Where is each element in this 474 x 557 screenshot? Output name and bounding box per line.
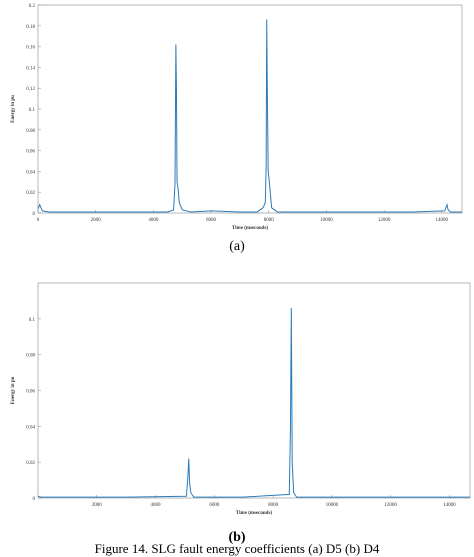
plot-frame: [37, 282, 471, 499]
x-tick-label: 10000: [326, 503, 339, 508]
x-tick-label: 12000: [378, 218, 391, 223]
x-tick-label: 8000: [264, 218, 275, 223]
x-tick-label: 6000: [206, 218, 217, 223]
y-tick-label: 0: [33, 497, 36, 502]
y-tick-label: 0.04: [26, 425, 35, 430]
y-tick-label: 0.12: [26, 87, 35, 92]
x-tick-label: 8000: [268, 503, 279, 508]
x-tick-label: 4000: [151, 503, 162, 508]
y-tick-label: 0.06: [26, 390, 35, 395]
x-tick-label: 2000: [91, 218, 102, 223]
x-tick-label: 4000: [148, 218, 159, 223]
y-tick-label: 0.06: [26, 150, 35, 155]
y-tick-label: 0.14: [26, 66, 35, 71]
x-tick-label: 14000: [436, 218, 449, 223]
y-tick-label: 0.1: [29, 108, 36, 113]
x-tick-label: 6000: [209, 503, 220, 508]
y-tick-label: 0.02: [26, 461, 35, 466]
data-line: [37, 19, 462, 213]
y-axis-label: Energy in pu: [11, 95, 16, 123]
y-tick-label: 0.08: [26, 354, 35, 359]
panel-label: (a): [229, 239, 245, 254]
plot-frame: [37, 4, 463, 214]
y-tick-label: 0.2: [29, 4, 36, 9]
x-tick-label: 14000: [443, 503, 456, 508]
x-tick-label: 12000: [384, 503, 397, 508]
y-tick-label: 0.18: [26, 25, 35, 30]
y-tick-label: 0.04: [26, 170, 35, 175]
x-tick-label: 2000: [92, 503, 103, 508]
y-tick-label: 0.16: [26, 46, 35, 51]
x-axis-label: Time (mseconds): [232, 226, 268, 231]
y-axis-label: Energy in pu: [11, 376, 16, 404]
y-tick-label: 0.08: [26, 129, 35, 134]
caption: Figure 14. SLG fault energy coefficients…: [95, 541, 380, 556]
x-axis-label: Time (mseconds): [236, 511, 272, 516]
data-line: [37, 308, 470, 498]
y-tick-label: 0.1: [29, 318, 36, 323]
y-tick-label: 0: [33, 212, 36, 217]
x-tick-label: 10000: [320, 218, 333, 223]
x-tick-label: 0: [37, 218, 40, 223]
panel-label: (b): [228, 530, 245, 545]
y-tick-label: 0.02: [26, 191, 35, 196]
